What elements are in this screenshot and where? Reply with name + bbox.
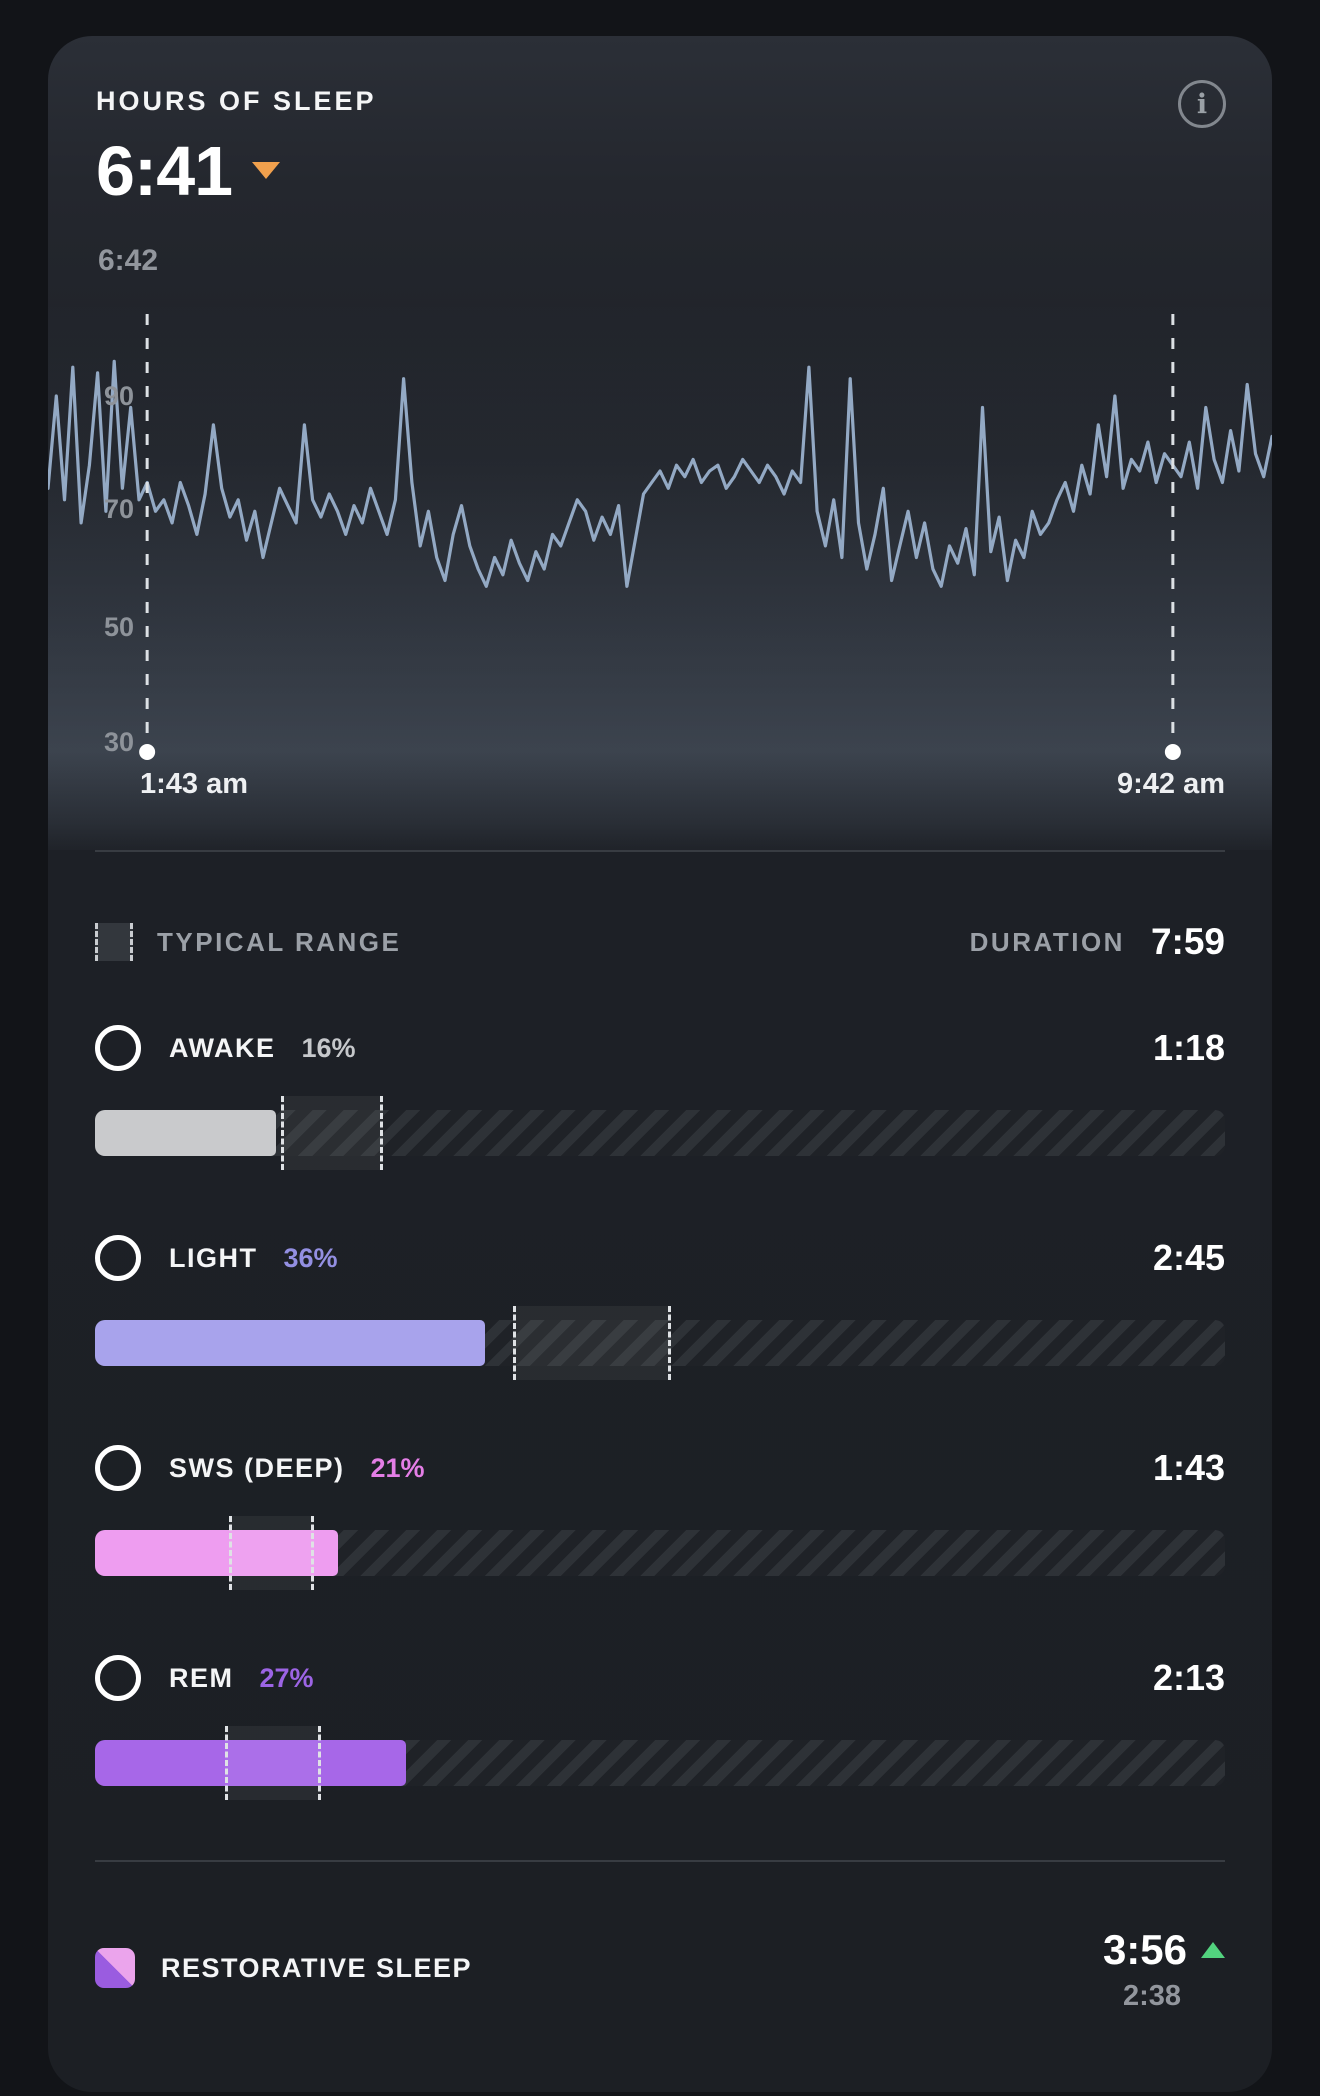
stage-select-ring[interactable] — [95, 1235, 141, 1281]
restorative-left: RESTORATIVE SLEEP — [95, 1948, 472, 1988]
info-icon: i — [1196, 88, 1208, 120]
stage-label: SWS (DEEP) — [169, 1452, 345, 1483]
stage-duration: 1:18 — [1152, 1027, 1225, 1068]
typical-range-icon — [95, 923, 133, 961]
stage-row-light: LIGHT 36% 2:45 — [95, 1230, 1225, 1440]
stage-percentage: 27% — [259, 1662, 314, 1693]
restorative-right: 3:56 2:38 — [1103, 1916, 1225, 2013]
page-title: HOURS OF SLEEP — [96, 86, 377, 116]
stage-select-ring[interactable] — [95, 1025, 141, 1071]
stage-select-ring[interactable] — [95, 1655, 141, 1701]
stage-bar-fill — [95, 1320, 485, 1366]
stage-bar-track — [95, 1726, 1225, 1800]
stage-duration: 2:45 — [1152, 1237, 1225, 1278]
stage-row-rem: REM 27% 2:13 — [95, 1650, 1225, 1860]
y-axis-tick: 50 — [104, 612, 135, 642]
duration-value: 7:59 — [1150, 921, 1225, 962]
typical-range-overlay — [224, 1726, 321, 1800]
sleep-start-time: 1:43 am — [140, 768, 249, 800]
stage-percentage: 36% — [283, 1242, 338, 1273]
sleep-chart-svg — [48, 314, 1272, 760]
restorative-sleep-value: 3:56 — [1102, 1926, 1187, 1973]
restorative-value-row: 3:56 — [1103, 1926, 1225, 1974]
sleep-stages-list: AWAKE 16% 1:18 LIGHT 36% 2:45 — [95, 1020, 1225, 1860]
stage-head: SWS (DEEP) 21% 1:43 — [95, 1440, 1225, 1496]
stage-head: AWAKE 16% 1:18 — [95, 1020, 1225, 1076]
stage-bar-fill — [95, 1110, 276, 1156]
stage-row-awake: AWAKE 16% 1:18 — [95, 1020, 1225, 1230]
stage-bar-track — [95, 1306, 1225, 1380]
stage-head: REM 27% 2:13 — [95, 1650, 1225, 1706]
restorative-sleep-comparison: 2:38 — [1122, 1980, 1181, 2012]
hours-of-sleep-card: HOURS OF SLEEP i 6:41 6:42 90 70 50 30 1… — [48, 36, 1272, 2092]
info-button[interactable]: i — [1178, 80, 1226, 128]
stage-bar-fill — [95, 1530, 338, 1576]
divider — [95, 1860, 1225, 1862]
typical-range-overlay — [513, 1306, 672, 1380]
typical-range-label: TYPICAL RANGE — [157, 926, 402, 957]
stage-label: REM — [169, 1662, 234, 1693]
y-axis-tick: 30 — [104, 727, 135, 757]
hours-of-sleep-comparison: 6:42 — [98, 244, 159, 277]
typical-range-overlay — [281, 1096, 384, 1170]
stage-bar-track — [95, 1516, 1225, 1590]
stage-label: AWAKE — [169, 1032, 276, 1063]
session-end-dot — [1164, 744, 1181, 760]
trend-down-icon — [252, 162, 281, 179]
stage-select-ring[interactable] — [95, 1445, 141, 1491]
divider — [95, 850, 1225, 852]
wake-time: 9:42 am — [1116, 768, 1225, 800]
stage-duration: 1:43 — [1152, 1447, 1225, 1488]
stage-bar-fill — [95, 1740, 406, 1786]
stage-percentage: 16% — [301, 1032, 356, 1063]
stage-percentage: 21% — [370, 1452, 425, 1483]
restorative-sleep-swatch-icon — [95, 1948, 135, 1988]
typical-range-overlay — [229, 1516, 315, 1590]
restorative-sleep-row: RESTORATIVE SLEEP 3:56 2:38 — [95, 1916, 1225, 2013]
stage-duration: 2:13 — [1152, 1657, 1225, 1698]
heart-rate-line — [48, 359, 1272, 588]
duration-label: DURATION — [969, 926, 1125, 957]
hours-of-sleep-value: 6:41 — [96, 132, 233, 210]
stage-head: LIGHT 36% 2:45 — [95, 1230, 1225, 1286]
trend-up-icon — [1201, 1942, 1225, 1958]
main-value-row: 6:41 — [96, 132, 281, 210]
y-axis-tick: 90 — [104, 381, 135, 411]
heart-rate-chart: 90 70 50 30 1:43 am 9:42 am — [48, 300, 1272, 850]
stage-label: LIGHT — [169, 1242, 258, 1273]
stage-row-sws-deep: SWS (DEEP) 21% 1:43 — [95, 1440, 1225, 1650]
y-axis-tick: 70 — [104, 494, 135, 524]
session-start-dot — [139, 744, 156, 760]
restorative-sleep-label: RESTORATIVE SLEEP — [161, 1952, 473, 1983]
stage-bar-track — [95, 1096, 1225, 1170]
legend-row: TYPICAL RANGE DURATION 7:59 — [95, 910, 1225, 974]
